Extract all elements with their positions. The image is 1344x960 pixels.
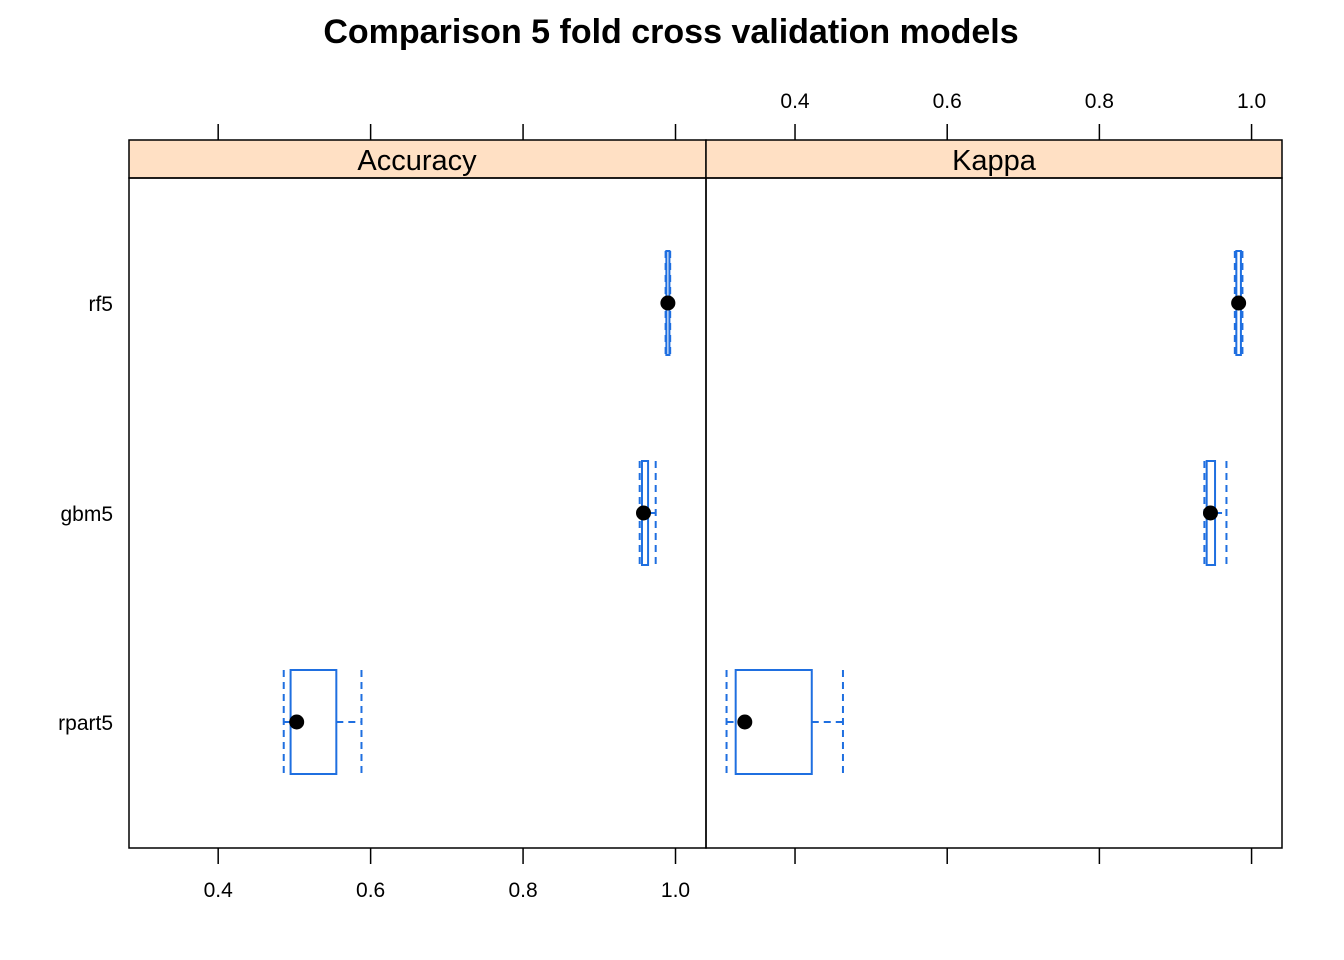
category-labels: rf5 gbm5 rpart5 — [58, 293, 113, 735]
median-dot-accuracy-gbm5 — [635, 505, 651, 521]
panel-frame-kappa — [705, 177, 1283, 849]
tick-label-bottom-1: 0.6 — [356, 879, 385, 902]
tick-label-bottom-2: 0.8 — [508, 879, 537, 902]
category-label-gbm5: gbm5 — [60, 503, 113, 526]
median-dot-kappa-gbm5 — [1202, 505, 1218, 521]
median-dot-kappa-rf5 — [1231, 295, 1247, 311]
category-label-rpart5: rpart5 — [58, 712, 113, 735]
strip-label-accuracy: Accuracy — [357, 145, 477, 177]
tick-label-top-2: 0.8 — [1085, 90, 1114, 113]
tick-label-top-0: 0.4 — [780, 90, 810, 113]
median-dot-accuracy-rf5 — [660, 295, 676, 311]
boxes-accuracy — [282, 250, 676, 775]
boxes-kappa — [725, 250, 1247, 775]
tick-label-bottom-0: 0.4 — [204, 879, 234, 902]
tick-label-bottom-3: 1.0 — [661, 879, 690, 902]
tick-label-top-3: 1.0 — [1237, 90, 1266, 113]
panel-kappa: Kappa — [705, 139, 1283, 849]
axes: 0.4 0.6 0.8 1.0 0.4 0.6 0.8 1.0 — [204, 90, 1267, 902]
box-kappa-rpart5 — [734, 669, 813, 775]
category-label-rf5: rf5 — [88, 293, 113, 316]
median-dot-accuracy-rpart5 — [289, 714, 305, 730]
strip-label-kappa: Kappa — [952, 145, 1037, 177]
tick-label-top-1: 0.6 — [933, 90, 962, 113]
strip-accuracy — [128, 139, 707, 179]
panel-frame-accuracy — [128, 177, 707, 849]
panel-accuracy: Accuracy — [128, 139, 707, 849]
strip-kappa — [705, 139, 1283, 179]
chart-title: Comparison 5 fold cross validation model… — [323, 13, 1018, 51]
median-dot-kappa-rpart5 — [737, 714, 753, 730]
